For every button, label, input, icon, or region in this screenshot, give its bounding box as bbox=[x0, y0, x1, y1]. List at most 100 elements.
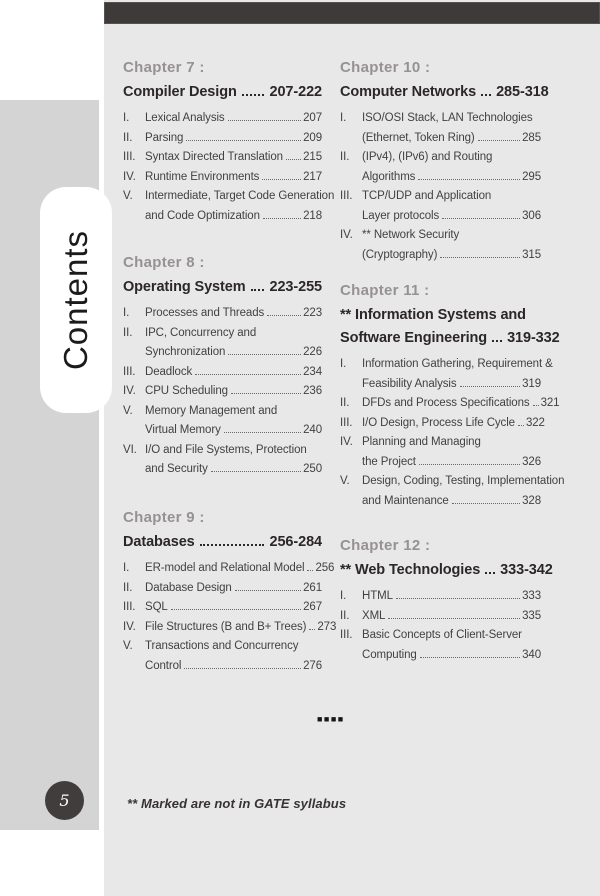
toc-item-line: IV. CPU Scheduling 236 bbox=[123, 382, 322, 402]
toc-item-line: II. IPC, Concurrency and bbox=[123, 324, 322, 344]
dot-leader bbox=[184, 667, 302, 669]
chapter-page-range: 333-342 bbox=[500, 562, 553, 578]
item-numeral: V. bbox=[340, 475, 350, 487]
item-numeral: III. bbox=[340, 416, 353, 429]
item-page-number: 234 bbox=[303, 365, 322, 378]
item-numeral: II. bbox=[123, 326, 133, 339]
item-text: IPC, Concurrency and bbox=[145, 326, 257, 339]
chapter-items: I. HTML 333 II. XML 335 III. Basic Concepts of … bbox=[340, 587, 541, 665]
dot-leader bbox=[388, 617, 521, 619]
chapter-page-range: 319-332 bbox=[507, 330, 560, 346]
item-numeral: II. bbox=[340, 397, 350, 409]
chapter-items: I. Processes and Threads 223 II. IPC, Concur… bbox=[123, 304, 322, 480]
end-of-contents-marker: ■■■■ bbox=[317, 714, 345, 724]
toc-chapter: Chapter 10 : Computer Networks 285-318 I. IS… bbox=[340, 58, 549, 265]
dot-leader bbox=[307, 570, 314, 571]
toc-column-left: Chapter 7 : Compiler Design 207-222 I. Lexic… bbox=[123, 0, 336, 896]
dot-leader bbox=[234, 589, 302, 591]
toc-item-line: IV. ** Network Security bbox=[340, 226, 541, 246]
item-text: XML bbox=[362, 609, 386, 622]
dot-leader bbox=[419, 656, 521, 658]
toc-item-line: I. ISO/OSI Stack, LAN Technologies bbox=[340, 109, 541, 129]
chapter-label: Chapter 8 : bbox=[123, 254, 205, 271]
toc-item-line: III. Basic Concepts of Client-Server bbox=[340, 626, 541, 646]
chapter-title-line: ** Information Systems and bbox=[340, 304, 541, 327]
item-text: File Structures (B and B+ Trees) bbox=[145, 620, 307, 633]
chapter-title-text: Compiler Design bbox=[123, 84, 237, 100]
chapter-items: I. Lexical Analysis 207 II. Parsing 209 III. Sy… bbox=[123, 109, 334, 226]
item-numeral: I. bbox=[340, 112, 347, 124]
item-page-number: 223 bbox=[303, 307, 322, 319]
item-text: Design, Coding, Testing, Implementation bbox=[362, 475, 565, 487]
item-page-number: 273 bbox=[317, 620, 337, 633]
toc-item-line: II. DFDs and Process Specifications 321 bbox=[340, 394, 560, 414]
toc-item-line: I. Lexical Analysis 207 bbox=[123, 109, 322, 129]
item-page-number: 256 bbox=[315, 562, 335, 574]
toc-item-line: II. Parsing 209 bbox=[123, 129, 322, 149]
chapter-label: Chapter 11 : bbox=[340, 282, 430, 299]
item-text: Synchronization bbox=[145, 346, 226, 358]
dot-leader bbox=[228, 354, 302, 355]
toc-item-line: I. Information Gathering, Requirement & bbox=[340, 355, 553, 375]
dot-leader bbox=[285, 159, 302, 160]
item-text: Planning and Managing bbox=[362, 436, 481, 448]
toc-item-line: V. Intermediate, Target Code Generation bbox=[123, 187, 334, 207]
chapter-label: Chapter 12 : bbox=[340, 537, 431, 554]
item-numeral: I. bbox=[123, 112, 130, 124]
contents-vertical-label: Contents bbox=[57, 229, 94, 371]
toc-item-line: and Maintenance 328 bbox=[340, 492, 541, 512]
toc-chapter: Chapter 8 : Operating System 223-255 I. Proc… bbox=[123, 253, 322, 480]
dot-leader bbox=[481, 94, 492, 96]
toc-item-line: Feasibility Analysis 319 bbox=[340, 375, 541, 395]
toc-item-line: Algorithms 295 bbox=[340, 168, 541, 188]
toc-item-line: III. Syntax Directed Translation 215 bbox=[123, 148, 322, 168]
toc-item-line: Virtual Memory 240 bbox=[123, 421, 322, 441]
item-page-number: 340 bbox=[522, 648, 541, 661]
page-number: 5 bbox=[59, 791, 70, 810]
chapter-title-line: Software Engineering 319-332 bbox=[340, 327, 560, 350]
chapter-title-line: Computer Networks 285-318 bbox=[340, 81, 549, 104]
chapter-page-range: 207-222 bbox=[269, 84, 322, 100]
item-text: Intermediate, Target Code Generation bbox=[145, 190, 335, 202]
toc-item-line: II. (IPv4), (IPv6) and Routing bbox=[340, 148, 541, 168]
toc-item-line: Computing 340 bbox=[340, 646, 541, 666]
item-numeral: III. bbox=[340, 629, 353, 641]
item-text: TCP/UDP and Application bbox=[362, 190, 492, 202]
dot-leader bbox=[451, 502, 521, 504]
item-text: I/O and File Systems, Protection bbox=[145, 443, 307, 456]
item-text: CPU Scheduling bbox=[145, 385, 228, 397]
toc-item-line: I. Processes and Threads 223 bbox=[123, 304, 322, 324]
item-page-number: 267 bbox=[303, 601, 322, 613]
item-numeral: IV. bbox=[123, 620, 136, 633]
item-text: Deadlock bbox=[145, 365, 193, 378]
chapter-label: Chapter 9 : bbox=[123, 509, 205, 526]
dot-leader bbox=[440, 256, 521, 258]
item-text: Transactions and Concurrency bbox=[145, 640, 299, 652]
item-numeral: IV. bbox=[123, 170, 136, 183]
item-page-number: 306 bbox=[522, 209, 541, 222]
dot-leader bbox=[418, 178, 521, 180]
item-text: ** Network Security bbox=[362, 229, 460, 241]
toc-column-right: Chapter 10 : Computer Networks 285-318 I. IS… bbox=[340, 0, 564, 896]
item-text: I/O Design, Process Life Cycle bbox=[362, 416, 515, 429]
chapter-title-text: Software Engineering bbox=[340, 330, 488, 346]
item-page-number: 333 bbox=[522, 590, 541, 602]
item-text: Processes and Threads bbox=[145, 307, 265, 319]
item-text: Control bbox=[145, 659, 182, 672]
chapter-title-text: Computer Networks bbox=[340, 84, 477, 100]
dot-leader bbox=[262, 217, 302, 219]
dot-leader bbox=[442, 217, 521, 219]
item-numeral: I. bbox=[123, 307, 130, 319]
toc-item-line: Synchronization 226 bbox=[123, 343, 322, 363]
toc-item-line: Layer protocols 306 bbox=[340, 207, 541, 227]
item-page-number: 226 bbox=[303, 346, 322, 358]
item-numeral: IV. bbox=[340, 436, 353, 448]
item-page-number: 261 bbox=[303, 581, 322, 594]
item-numeral: I. bbox=[340, 590, 347, 602]
chapter-items: I. Information Gathering, Requirement & Fe… bbox=[340, 355, 564, 512]
item-numeral: V. bbox=[123, 190, 133, 202]
toc-item-line: I. HTML 333 bbox=[340, 587, 541, 607]
page-number-badge: 5 bbox=[45, 781, 84, 820]
item-text: ISO/OSI Stack, LAN Technologies bbox=[362, 112, 533, 124]
